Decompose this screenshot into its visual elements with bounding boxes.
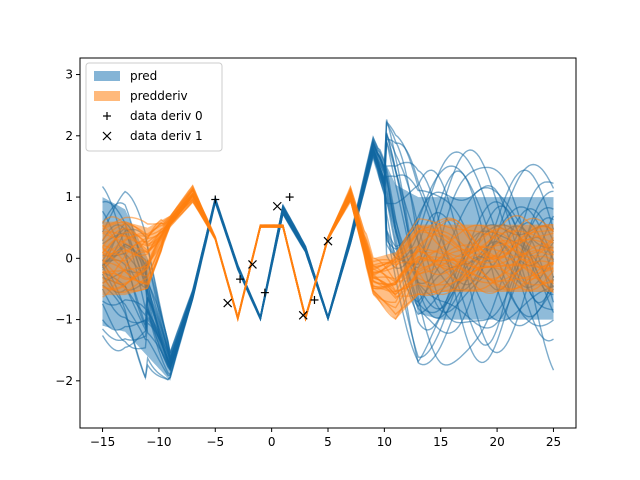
legend: pred predderiv data deriv 0 data deriv 1 (85, 62, 223, 152)
legend-label: predderiv (130, 89, 188, 103)
y-tick-label: 0 (65, 251, 73, 265)
x-tick-label: −15 (90, 435, 115, 449)
legend-label: pred (130, 69, 157, 83)
legend-item: predderiv (94, 89, 188, 103)
data deriv 1-point (223, 298, 233, 308)
y-tick-label: 1 (65, 190, 73, 204)
y-axis: −2 −1 0 1 2 3 (55, 68, 80, 388)
x-tick-label: 5 (324, 435, 332, 449)
legend-item: pred (94, 69, 157, 83)
data deriv 0-point (310, 295, 319, 304)
pred-sample-line (102, 135, 554, 358)
data deriv 0-point (236, 275, 245, 284)
legend-item: data deriv 0 (103, 109, 203, 123)
y-tick-label: 3 (65, 68, 73, 82)
data deriv 0-point (260, 288, 269, 297)
predderiv-sample-line (102, 184, 554, 321)
x-tick-label: −5 (206, 435, 224, 449)
x-tick-label: −10 (146, 435, 171, 449)
predderiv-band (102, 184, 554, 320)
data deriv 0-point (211, 195, 220, 204)
data deriv 0-point (285, 193, 294, 202)
plot-content (101, 119, 555, 381)
legend-swatch (94, 91, 120, 101)
legend-box (85, 62, 223, 152)
data deriv 1-point (248, 260, 257, 269)
data deriv 1-point (323, 236, 333, 246)
x-tick-label: 15 (433, 435, 448, 449)
x-axis: −15 −10 −5 0 5 10 15 20 25 (90, 428, 561, 449)
x-tick-label: 0 (268, 435, 276, 449)
pred-band (102, 135, 554, 381)
legend-item: data deriv 1 (102, 129, 203, 143)
x-tick-label: 20 (489, 435, 504, 449)
y-tick-label: −2 (55, 374, 73, 388)
data deriv 1-point (298, 310, 308, 320)
x-tick-label: 25 (546, 435, 561, 449)
legend-label: data deriv 1 (130, 129, 203, 143)
x-tick-label: 10 (377, 435, 392, 449)
y-tick-label: 2 (65, 129, 73, 143)
y-tick-label: −1 (55, 313, 73, 327)
data deriv 1-point (272, 201, 282, 211)
legend-swatch (94, 71, 120, 81)
legend-label: data deriv 0 (130, 109, 203, 123)
